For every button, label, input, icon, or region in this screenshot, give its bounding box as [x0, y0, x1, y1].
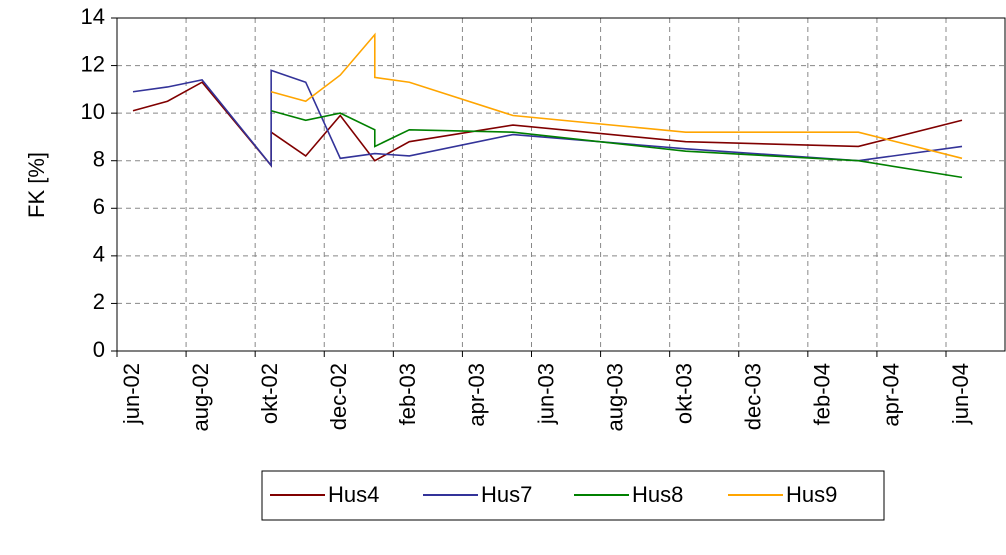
plot-frame — [116, 17, 1006, 352]
x-tick-label: okt-02 — [257, 363, 282, 424]
series-line — [132, 81, 963, 168]
x-tick-label: apr-04 — [879, 363, 904, 427]
x-tick-label: apr-03 — [464, 363, 489, 427]
x-tick-label: okt-03 — [671, 363, 696, 424]
y-tick-label: 6 — [93, 194, 105, 219]
x-tick-label: aug-02 — [188, 363, 213, 432]
series-line — [270, 32, 963, 160]
y-tick-label: 4 — [93, 242, 105, 267]
legend-label: Hus8 — [632, 482, 683, 507]
x-tick-label: aug-03 — [602, 363, 627, 432]
legend-label: Hus7 — [481, 482, 532, 507]
x-tick-label: jun-02 — [119, 363, 144, 425]
legend-label: Hus4 — [328, 482, 379, 507]
y-tick-label: 12 — [81, 51, 105, 76]
series-line — [270, 109, 963, 179]
x-tick-label: jun-04 — [948, 363, 973, 425]
y-tick-label: 14 — [81, 4, 105, 29]
x-tick-label: dec-02 — [326, 363, 351, 430]
series-line — [132, 69, 963, 168]
x-tick-label: jun-03 — [533, 363, 558, 425]
y-tick-label: 2 — [93, 289, 105, 314]
y-tick-label: 0 — [93, 337, 105, 362]
x-tick-label: feb-04 — [810, 363, 835, 425]
y-axis-label: FK [%] — [24, 152, 49, 218]
x-tick-label: feb-03 — [395, 363, 420, 425]
x-tick-label: dec-03 — [741, 363, 766, 430]
y-tick-label: 10 — [81, 99, 105, 124]
legend-label: Hus9 — [786, 482, 837, 507]
y-tick-label: 8 — [93, 147, 105, 172]
